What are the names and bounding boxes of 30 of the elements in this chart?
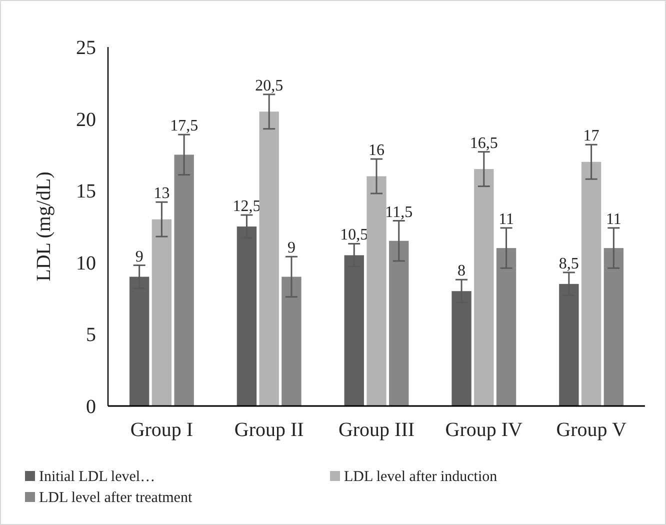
x-tick-label: Group V (556, 419, 627, 441)
data-label: 17 (583, 128, 600, 145)
data-label: 16,5 (470, 134, 498, 152)
y-tick-label: 15 (76, 180, 96, 203)
data-label: 13 (154, 185, 170, 202)
data-label: 12,5 (232, 198, 261, 216)
data-label: 8 (458, 262, 466, 280)
data-label: 16 (368, 142, 384, 160)
legend-label: LDL level after induction (344, 469, 498, 485)
data-label: 11 (606, 210, 622, 228)
x-tick-label: Group III (338, 419, 415, 441)
data-label: 11 (498, 210, 514, 228)
data-label: 9 (287, 240, 296, 257)
y-tick-label: 25 (76, 37, 96, 59)
y-tick-label: 10 (76, 252, 96, 274)
data-label: 20,5 (255, 77, 284, 94)
legend-label: LDL level after treatment (39, 490, 193, 506)
x-tick-label: Group I (130, 419, 194, 441)
y-axis-title: LDL (mg/dL) (33, 172, 55, 282)
y-tick-label: 0 (86, 396, 96, 418)
data-label: 17,5 (170, 118, 198, 135)
data-label: 11,5 (385, 204, 413, 221)
data-label: 8,5 (558, 255, 579, 272)
legend-label: Initial LDL level… (39, 469, 156, 485)
data-label: 9 (135, 248, 144, 266)
y-tick-label: 5 (86, 324, 96, 346)
x-tick-label: Group IV (445, 419, 524, 441)
x-tick-label: Group II (234, 419, 304, 441)
y-tick-label: 20 (76, 108, 96, 131)
data-label: 10,5 (340, 226, 368, 244)
